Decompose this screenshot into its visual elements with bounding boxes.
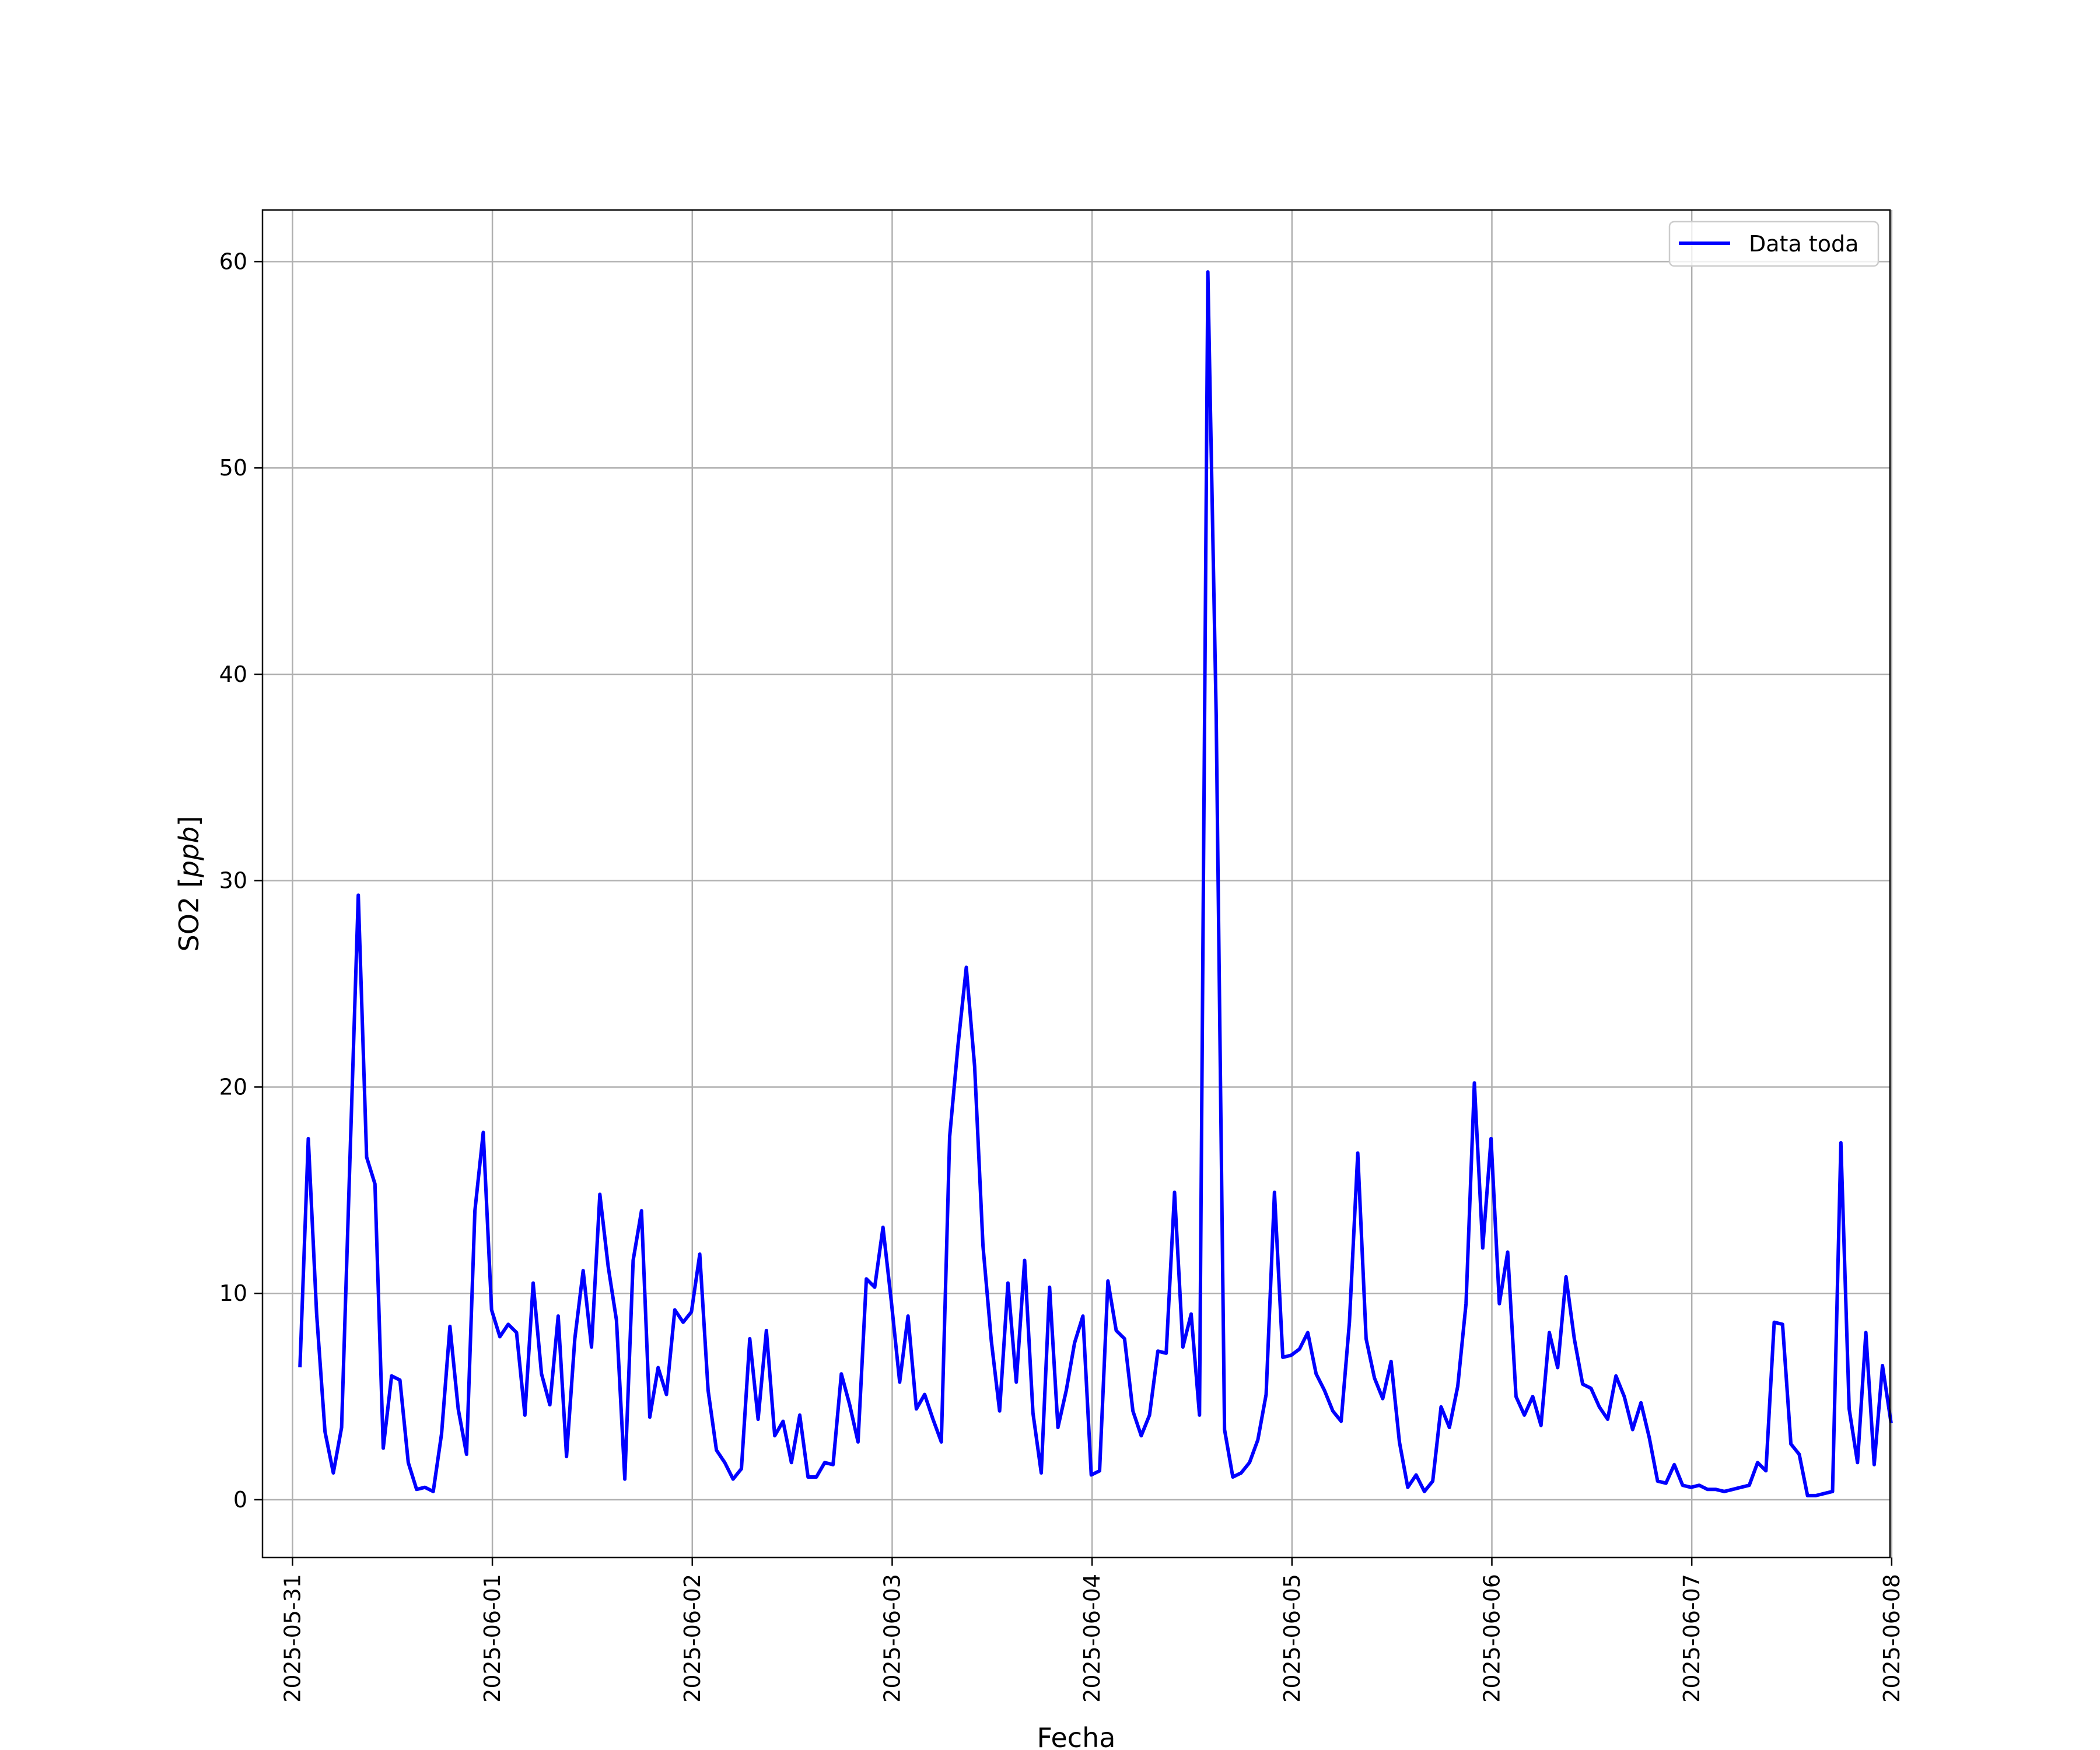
x-tick-label: 2025-06-08: [1879, 1574, 1905, 1703]
grid-lines: [262, 210, 1893, 1558]
x-tick-label: 2025-06-01: [480, 1574, 505, 1703]
x-tick-label: 2025-05-31: [279, 1574, 305, 1703]
x-tick-label: 2025-06-03: [879, 1574, 905, 1703]
y-tick-label: 50: [219, 455, 247, 481]
plot-frame: [261, 209, 1891, 1559]
y-tick-label: 20: [219, 1074, 247, 1100]
x-tick-label: 2025-06-07: [1679, 1574, 1704, 1703]
legend: Data toda: [1668, 220, 1880, 267]
x-tick-label: 2025-06-02: [680, 1574, 705, 1703]
y-tick-label: 30: [219, 868, 247, 894]
y-tick-label: 40: [219, 662, 247, 687]
y-tick-label: 0: [233, 1487, 247, 1513]
x-tick-label: 2025-06-05: [1279, 1574, 1305, 1703]
x-tick-label: 2025-06-06: [1479, 1574, 1504, 1703]
x-tick-label: 2025-06-04: [1079, 1574, 1105, 1703]
series-layer: [298, 270, 1893, 1497]
legend-box: [1668, 220, 1880, 267]
legend-label: Data toda: [1749, 231, 1859, 257]
y-axis-label: SO2 [ppb]: [173, 816, 205, 952]
y-tick-label: 60: [219, 249, 247, 274]
y-tick-label: 10: [219, 1280, 247, 1306]
axis-ticks: 0 10 20 30 40 50 60 2025-05-31 2025-06-01 2025-06…: [219, 249, 1905, 1702]
series-line: [298, 270, 1893, 1497]
x-axis-label: Fecha: [1037, 1722, 1116, 1750]
